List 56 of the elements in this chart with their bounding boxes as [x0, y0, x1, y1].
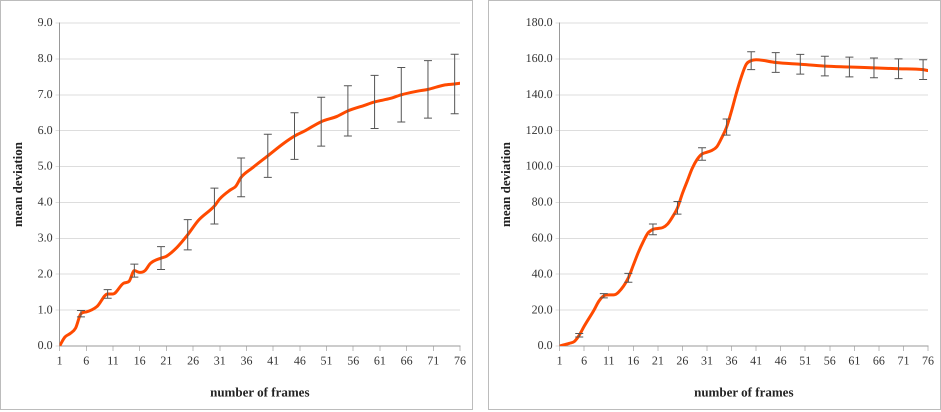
y-tick-label: 20.0 — [532, 302, 553, 316]
x-tick-label: 31 — [700, 353, 713, 368]
y-tick-label: 5.0 — [38, 158, 53, 173]
y-tick-label: 7.0 — [38, 86, 53, 101]
x-tick-label: 16 — [134, 353, 146, 368]
y-tick-label: 4.0 — [38, 194, 53, 209]
x-axis-title: number of frames — [694, 384, 794, 400]
y-axis-title: mean deviation — [10, 141, 26, 227]
x-tick-label: 1 — [56, 353, 63, 368]
x-tick-label: 11 — [107, 353, 119, 368]
x-tick-label: 56 — [824, 353, 836, 368]
y-tick-label: 180.0 — [526, 15, 553, 30]
y-tick-label: 0.0 — [38, 338, 53, 352]
x-tick-label: 11 — [602, 353, 614, 368]
x-tick-label: 76 — [454, 353, 466, 368]
x-tick-label: 61 — [848, 353, 860, 368]
x-tick-label: 31 — [214, 353, 226, 368]
x-tick-label: 6 — [581, 353, 588, 368]
x-tick-label: 76 — [922, 353, 934, 368]
x-tick-label: 51 — [320, 353, 333, 368]
y-tick-label: 40.0 — [532, 266, 553, 280]
x-tick-label: 46 — [774, 353, 787, 368]
y-tick-label: 60.0 — [532, 230, 553, 244]
x-tick-label: 66 — [872, 353, 885, 368]
y-tick-label: 140.0 — [526, 86, 553, 101]
x-tick-label: 6 — [83, 353, 90, 368]
x-tick-label: 41 — [267, 353, 280, 368]
x-tick-label: 41 — [750, 353, 762, 368]
x-tick-label: 51 — [799, 353, 812, 368]
x-tick-label: 36 — [726, 353, 738, 368]
x-tick-label: 36 — [240, 353, 252, 368]
x-tick-label: 21 — [652, 353, 664, 368]
y-tick-label: 80.0 — [532, 194, 553, 209]
y-tick-label: 100.0 — [526, 158, 553, 173]
y-tick-label: 0.0 — [538, 338, 553, 352]
y-axis-title: mean deviation — [498, 141, 514, 227]
y-tick-label: 9.0 — [38, 15, 53, 30]
y-tick-label: 8.0 — [38, 51, 53, 66]
x-tick-label: 21 — [160, 353, 172, 368]
y-tick-label: 6.0 — [38, 122, 53, 137]
x-tick-label: 71 — [427, 353, 440, 368]
x-tick-label: 26 — [187, 353, 200, 368]
y-tick-label: 120.0 — [526, 122, 553, 137]
x-axis-title: number of frames — [210, 384, 310, 400]
x-tick-label: 46 — [294, 353, 306, 368]
x-tick-label: 26 — [676, 353, 688, 368]
x-tick-label: 61 — [374, 353, 386, 368]
x-tick-label: 1 — [556, 353, 563, 368]
y-tick-label: 1.0 — [38, 302, 53, 316]
x-tick-label: 56 — [347, 353, 360, 368]
y-tick-label: 2.0 — [38, 266, 53, 280]
y-tick-label: 3.0 — [38, 230, 53, 244]
x-tick-label: 71 — [897, 353, 910, 368]
x-tick-label: 16 — [627, 353, 640, 368]
y-tick-label: 160.0 — [526, 51, 553, 66]
x-tick-label: 66 — [400, 353, 413, 368]
